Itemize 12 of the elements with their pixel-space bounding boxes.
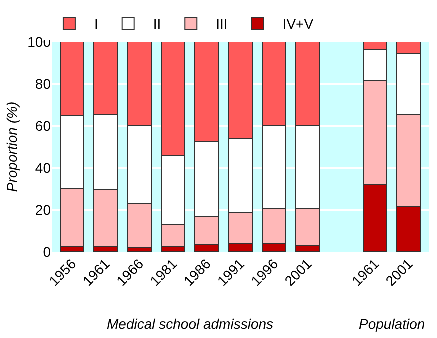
y-tick-label: 0 [43, 244, 52, 260]
legend-label: II [153, 16, 162, 32]
y-axis-title: Proportion (%) [4, 102, 20, 192]
y-tick-label: 40 [35, 160, 52, 176]
legend-label: III [216, 16, 228, 32]
legend-label: IV+V [282, 16, 314, 32]
y-tick-label: 20 [35, 202, 52, 218]
text: Medical school admissions [107, 316, 274, 332]
y-tick-label: 80 [35, 76, 52, 92]
legend-label: I [94, 16, 98, 32]
text: Population [359, 316, 426, 332]
y-tick-label: 60 [35, 118, 52, 134]
